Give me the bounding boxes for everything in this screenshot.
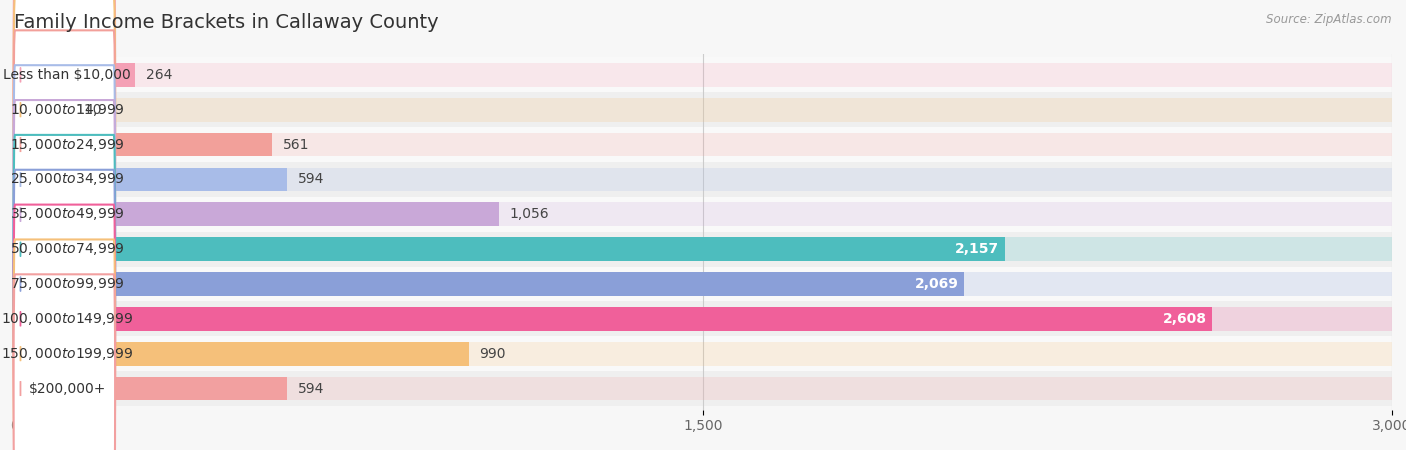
Bar (14, 202, 1392, 226)
Text: $10,000 to $14,999: $10,000 to $14,999 (10, 102, 125, 118)
Bar (14, 58, 1392, 92)
Bar (14, 167, 287, 191)
FancyBboxPatch shape (14, 239, 115, 450)
FancyBboxPatch shape (14, 30, 115, 259)
Text: 264: 264 (146, 68, 173, 82)
FancyBboxPatch shape (14, 274, 115, 450)
Text: $100,000 to $149,999: $100,000 to $149,999 (1, 311, 134, 327)
Bar (14, 98, 65, 122)
FancyBboxPatch shape (14, 170, 115, 398)
Bar (14, 237, 1392, 261)
Text: $75,000 to $99,999: $75,000 to $99,999 (10, 276, 125, 292)
Text: 1,056: 1,056 (510, 207, 550, 221)
Bar (14, 167, 1392, 191)
Bar (14, 336, 1392, 371)
Text: $200,000+: $200,000+ (28, 382, 105, 396)
Text: $25,000 to $34,999: $25,000 to $34,999 (10, 171, 125, 188)
Bar (14, 202, 499, 226)
Text: 561: 561 (283, 138, 309, 152)
FancyBboxPatch shape (14, 0, 115, 224)
FancyBboxPatch shape (14, 135, 115, 364)
Bar (14, 377, 287, 400)
Bar (14, 133, 1392, 157)
Bar (14, 127, 1392, 162)
Bar (14, 342, 468, 365)
Bar (14, 272, 1392, 296)
Text: 990: 990 (479, 347, 506, 361)
Bar (14, 237, 1005, 261)
FancyBboxPatch shape (14, 0, 115, 189)
FancyBboxPatch shape (14, 100, 115, 328)
Bar (14, 197, 1392, 232)
Bar (14, 63, 1392, 87)
Text: 110: 110 (76, 103, 101, 117)
Text: 2,608: 2,608 (1163, 312, 1206, 326)
Bar (14, 302, 1392, 336)
Text: 2,069: 2,069 (915, 277, 959, 291)
Bar (14, 371, 1392, 406)
Bar (14, 63, 135, 87)
Bar (14, 272, 965, 296)
Text: $35,000 to $49,999: $35,000 to $49,999 (10, 206, 125, 222)
Bar (14, 307, 1212, 331)
Text: 594: 594 (298, 382, 323, 396)
Bar (14, 98, 1392, 122)
Text: $50,000 to $74,999: $50,000 to $74,999 (10, 241, 125, 257)
Bar (14, 342, 1392, 365)
FancyBboxPatch shape (14, 205, 115, 433)
Text: 2,157: 2,157 (955, 242, 1000, 256)
Bar (14, 266, 1392, 302)
Text: Family Income Brackets in Callaway County: Family Income Brackets in Callaway Count… (14, 14, 439, 32)
Text: $150,000 to $199,999: $150,000 to $199,999 (1, 346, 134, 362)
Bar (14, 232, 1392, 266)
Bar (14, 377, 1392, 400)
FancyBboxPatch shape (14, 65, 115, 294)
Text: Less than $10,000: Less than $10,000 (3, 68, 131, 82)
Text: Source: ZipAtlas.com: Source: ZipAtlas.com (1267, 14, 1392, 27)
Text: $15,000 to $24,999: $15,000 to $24,999 (10, 137, 125, 153)
Bar (14, 162, 1392, 197)
Text: 594: 594 (298, 172, 323, 186)
Bar (14, 133, 271, 157)
Bar (14, 307, 1392, 331)
Bar (14, 92, 1392, 127)
